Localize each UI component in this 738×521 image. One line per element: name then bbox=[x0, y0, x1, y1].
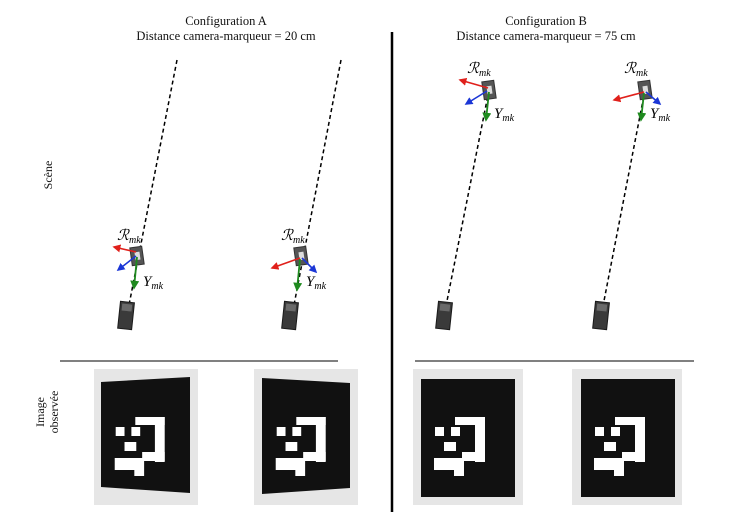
marker-silhouette bbox=[581, 379, 675, 497]
camera-icon bbox=[281, 300, 299, 331]
x-axis-arrow bbox=[458, 77, 489, 89]
y-axis-label: Ymk bbox=[306, 274, 327, 292]
marker-silhouette bbox=[262, 378, 350, 494]
y-axis-label: Ymk bbox=[143, 274, 164, 292]
marker-icon bbox=[637, 79, 653, 101]
z-axis-arrow bbox=[116, 255, 137, 271]
observed-image-b1 bbox=[413, 369, 523, 505]
z-axis-arrow bbox=[301, 257, 318, 274]
z-axis-arrow bbox=[645, 91, 662, 106]
config-b-header: Configuration B Distance camera-marqueur… bbox=[416, 14, 676, 44]
y-axis-arrow bbox=[637, 92, 647, 122]
scene-a1: ℛmk Ymk bbox=[112, 59, 178, 331]
frame-label: ℛmk bbox=[467, 61, 491, 79]
frame-label: ℛmk bbox=[117, 228, 141, 246]
scene-b2: ℛmk Ymk bbox=[592, 61, 671, 331]
camera-icon bbox=[592, 300, 610, 331]
marker-silhouette bbox=[101, 377, 190, 493]
camera-icon bbox=[435, 300, 453, 331]
y-axis-arrow bbox=[293, 258, 303, 292]
frame-label: ℛmk bbox=[624, 61, 648, 79]
x-axis-arrow bbox=[112, 244, 137, 253]
scene-b1: ℛmk Ymk bbox=[435, 61, 515, 331]
optical-axis-line bbox=[602, 89, 646, 307]
marker-silhouette bbox=[421, 379, 515, 497]
marker-icon bbox=[481, 79, 497, 101]
observed-image-b2 bbox=[572, 369, 682, 505]
y-axis-label: Ymk bbox=[494, 106, 515, 124]
config-a-title: Configuration A bbox=[185, 14, 267, 28]
scene-a2: ℛmk Ymk bbox=[270, 59, 342, 331]
optical-axis-line bbox=[445, 89, 490, 307]
camera-icon bbox=[117, 300, 135, 331]
observed-image-a2 bbox=[254, 369, 358, 505]
x-axis-arrow bbox=[612, 91, 645, 103]
optical-axis-line bbox=[293, 59, 342, 306]
y-axis-label: Ymk bbox=[650, 106, 671, 124]
y-axis-arrow bbox=[130, 256, 140, 290]
config-a-distance: Distance camera-marqueur = 20 cm bbox=[136, 29, 316, 43]
frame-label: ℛmk bbox=[281, 228, 305, 246]
x-axis-arrow bbox=[270, 257, 301, 270]
config-b-title: Configuration B bbox=[505, 14, 587, 28]
z-axis-arrow bbox=[464, 90, 488, 105]
y-axis-arrow bbox=[482, 91, 492, 122]
observed-image-a1 bbox=[94, 369, 198, 505]
config-b-distance: Distance camera-marqueur = 75 cm bbox=[456, 29, 636, 43]
config-a-header: Configuration A Distance camera-marqueur… bbox=[96, 14, 356, 44]
